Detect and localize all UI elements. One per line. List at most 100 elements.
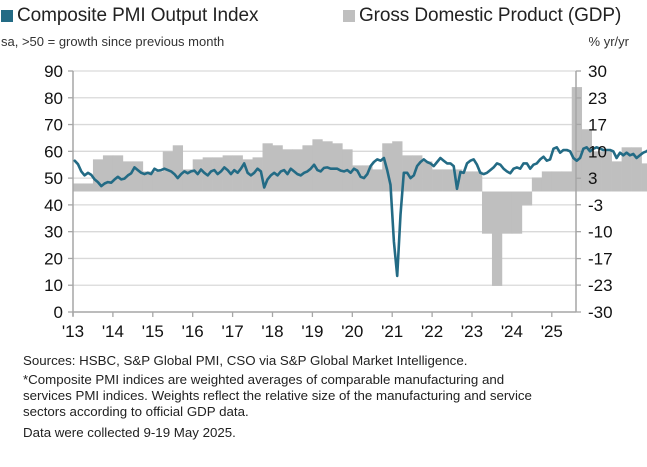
left-tick-label: 60 bbox=[44, 142, 63, 161]
gdp-bar bbox=[312, 139, 323, 192]
x-tick-label: '13 bbox=[62, 322, 84, 341]
gdp-bar bbox=[132, 161, 144, 192]
sources-note: Sources: HSBC, S&P Global PMI, CSO via S… bbox=[23, 353, 468, 368]
gdp-bar bbox=[222, 155, 233, 192]
right-tick-label: -30 bbox=[588, 303, 613, 322]
gdp-bar bbox=[501, 191, 513, 234]
gdp-bar bbox=[73, 183, 84, 192]
left-tick-label: 70 bbox=[44, 116, 63, 135]
gdp-bar bbox=[531, 177, 543, 192]
right-tick-label: 17 bbox=[588, 115, 607, 134]
gdp-bar bbox=[192, 159, 203, 192]
gdp-bar bbox=[152, 171, 164, 192]
legend-gdp-swatch bbox=[343, 10, 355, 22]
left-tick-label: 30 bbox=[44, 223, 63, 242]
gdp-bar bbox=[332, 143, 343, 192]
left-tick-label: 50 bbox=[44, 169, 63, 188]
gdp-bar bbox=[481, 191, 493, 234]
right-tick-label: -10 bbox=[588, 223, 613, 242]
gdp-bar bbox=[272, 145, 283, 192]
chart: 90 80 70 60 50 40 30 20 10 0 30 23 17 10 3 -3 -10 -17 -23 -… bbox=[44, 62, 647, 341]
x-tick-label: '22 bbox=[421, 322, 443, 341]
legend-pmi-note: sa, >50 = growth since previous month bbox=[1, 34, 225, 49]
gdp-bar bbox=[282, 149, 293, 192]
x-tick-label: '21 bbox=[381, 322, 403, 341]
x-tick-label: '20 bbox=[341, 322, 363, 341]
gdp-bar bbox=[452, 169, 463, 192]
gdp-bar bbox=[182, 169, 193, 192]
gdp-bar bbox=[262, 143, 273, 192]
legend-pmi-label: Composite PMI Output Index bbox=[17, 5, 259, 26]
right-tick-label: -17 bbox=[588, 250, 613, 269]
gdp-bar bbox=[352, 165, 363, 192]
gdp-bar bbox=[372, 169, 383, 192]
left-tick-label: 40 bbox=[44, 196, 63, 215]
gdp-bar bbox=[422, 161, 433, 192]
left-tick-label: 80 bbox=[44, 89, 63, 108]
x-tick-label: '25 bbox=[541, 322, 563, 341]
methodology-note-line2: services PMI indices. Weights reflect th… bbox=[23, 388, 532, 403]
x-tick-label: '24 bbox=[501, 322, 523, 341]
x-tick-label: '17 bbox=[222, 322, 244, 341]
collection-note: Data were collected 9-19 May 2025. bbox=[23, 425, 236, 440]
legend-pmi-swatch bbox=[1, 10, 13, 22]
legend-gdp-note: % yr/yr bbox=[588, 34, 629, 49]
gdp-bar bbox=[302, 145, 313, 192]
gdp-bar bbox=[611, 161, 622, 192]
gdp-bar bbox=[442, 169, 453, 192]
gdp-bar bbox=[292, 149, 303, 192]
gdp-bar bbox=[631, 147, 642, 192]
legend-pmi: Composite PMI Output Index bbox=[1, 5, 258, 27]
gdp-bar bbox=[82, 183, 94, 192]
gdp-bar bbox=[252, 157, 263, 192]
gdp-bar bbox=[541, 171, 553, 192]
gdp-bar bbox=[462, 171, 473, 192]
gdp-bar bbox=[591, 151, 602, 192]
pmi-line-group bbox=[73, 146, 647, 278]
right-tick-label: -3 bbox=[588, 196, 603, 215]
x-tick-label: '15 bbox=[142, 322, 164, 341]
gdp-bar bbox=[92, 159, 104, 192]
axes bbox=[68, 70, 581, 317]
gdp-bar bbox=[601, 151, 612, 192]
pmi-line bbox=[73, 146, 647, 278]
right-tick-label: 30 bbox=[588, 62, 607, 81]
gdp-bar bbox=[112, 155, 124, 192]
left-tick-label: 20 bbox=[44, 249, 63, 268]
tick-labels: 90 80 70 60 50 40 30 20 10 0 30 23 17 10 3 -3 -10 -17 -23 -… bbox=[44, 62, 613, 341]
x-tick-label: '16 bbox=[182, 322, 204, 341]
gdp-bar bbox=[392, 141, 403, 192]
gdp-bar bbox=[641, 163, 647, 192]
gdp-bar bbox=[142, 171, 154, 192]
footer: Sources: HSBC, S&P Global PMI, CSO via S… bbox=[23, 353, 532, 441]
methodology-note-line1: *Composite PMI indices are weighted aver… bbox=[23, 372, 505, 387]
gdp-bar bbox=[472, 171, 483, 192]
gdp-bar bbox=[362, 165, 373, 192]
legend-gdp-label: Gross Domestic Product (GDP) bbox=[359, 5, 622, 26]
gdp-bar bbox=[561, 171, 573, 192]
gdp-bar bbox=[242, 159, 253, 192]
x-tick-label: '18 bbox=[261, 322, 283, 341]
gdp-bar bbox=[521, 191, 533, 206]
x-tick-label: '14 bbox=[102, 322, 124, 341]
gdp-bar bbox=[102, 155, 114, 192]
gdp-bar bbox=[491, 191, 503, 286]
methodology-note-line3: sectors according to official GDP data. bbox=[23, 404, 249, 419]
left-tick-label: 90 bbox=[44, 62, 63, 81]
right-tick-label: 10 bbox=[588, 142, 607, 161]
gdp-bar bbox=[511, 191, 523, 234]
x-tick-label: '23 bbox=[461, 322, 483, 341]
gdp-bar bbox=[581, 129, 592, 192]
right-tick-label: 23 bbox=[588, 89, 607, 108]
gdp-bar bbox=[432, 169, 443, 192]
gdp-bar bbox=[412, 155, 423, 192]
right-tick-label: 3 bbox=[588, 169, 597, 188]
gdp-bar bbox=[172, 145, 184, 192]
gdp-bar bbox=[621, 147, 632, 192]
right-tick-label: -23 bbox=[588, 276, 613, 295]
left-tick-label: 10 bbox=[44, 276, 63, 295]
gdp-bar bbox=[571, 87, 583, 192]
legend-gdp: Gross Domestic Product (GDP) bbox=[343, 5, 621, 27]
left-tick-label: 0 bbox=[54, 303, 63, 322]
gdp-bars bbox=[73, 87, 647, 286]
